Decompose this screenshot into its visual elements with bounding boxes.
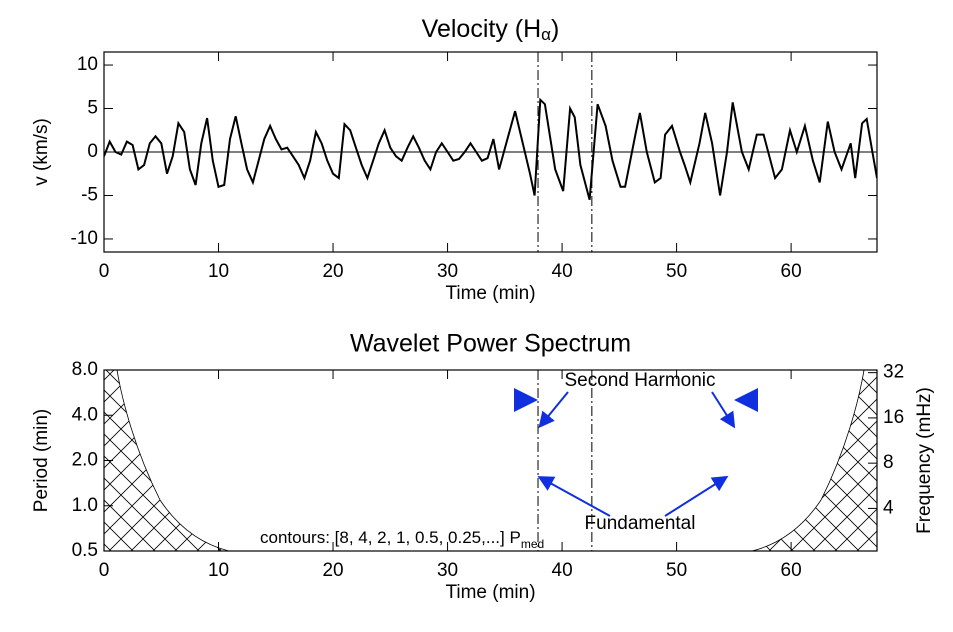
x-tick-label: 50	[666, 261, 687, 282]
annotation: Fundamental	[585, 513, 696, 534]
y-tick-label: 4.0	[72, 404, 98, 425]
y-tick-label: 2.0	[72, 450, 98, 471]
x-tick-label: 0	[99, 560, 110, 581]
x-tick-label: 20	[322, 560, 343, 581]
cone-of-influence	[751, 369, 878, 552]
plot-frame	[103, 369, 878, 552]
x-tick-label: 10	[208, 261, 229, 282]
x-axis-label: Time (min)	[445, 582, 535, 603]
chart-title: Velocity (Hα)	[422, 15, 560, 45]
title-subscript: α	[541, 25, 551, 44]
y2-tick-label: 8	[883, 452, 894, 473]
arrow	[711, 391, 736, 429]
y-tick-label: 0	[87, 141, 98, 162]
note-text: contours: [8, 4, 2, 1, 0.5, 0.25,...] P	[260, 528, 521, 547]
y-tick-label: -10	[71, 228, 98, 249]
velocity-panel: 0 10 20 30 40 50 60 -10 -5 0 5 10 Time (min) v (km/s)…	[31, 15, 878, 304]
cone-of-influence	[103, 369, 230, 552]
y-tick-label: -5	[81, 184, 98, 205]
x-tick-label: 60	[781, 261, 802, 282]
chart-title: Wavelet Power Spectrum	[350, 330, 631, 358]
x-tick-label: 30	[437, 261, 458, 282]
y2-tick-label: 32	[883, 362, 904, 383]
title-text: )	[551, 15, 559, 43]
y2-axis-label: Frequency (mHz)	[914, 387, 935, 534]
x-tick-label: 50	[666, 560, 687, 581]
y-tick-label: 8.0	[72, 359, 98, 380]
x-tick-label: 40	[552, 261, 573, 282]
x-tick-label: 0	[99, 261, 110, 282]
note-subscript: med	[521, 537, 544, 551]
annotation: Second Harmonic	[564, 370, 715, 391]
y2-tick-label: 4	[883, 497, 894, 518]
arrow	[664, 475, 729, 517]
y-tick-label: 10	[77, 54, 98, 75]
y-axis-label: Period (min)	[31, 409, 52, 512]
y-tick-label: 0.5	[72, 540, 98, 561]
y-axis-label: v (km/s)	[31, 118, 52, 186]
y2-tick-label: 16	[883, 407, 904, 428]
arrow	[537, 476, 611, 517]
contour-note: contours: [8, 4, 2, 1, 0.5, 0.25,...] Pm…	[260, 528, 544, 551]
x-axis-label: Time (min)	[445, 283, 535, 304]
x-tick-label: 60	[781, 560, 802, 581]
x-tick-label: 30	[437, 560, 458, 581]
velocity-line	[104, 97, 877, 201]
arrow	[538, 391, 569, 429]
wavelet-panel: 0 10 20 30 40 50 60 0.5 1.0 2.0 4.0 8.0 Time (min) Pe…	[31, 330, 935, 603]
title-text: Velocity (H	[422, 15, 541, 43]
x-tick-label: 40	[552, 560, 573, 581]
x-tick-label: 20	[322, 261, 343, 282]
y-tick-label: 1.0	[72, 495, 98, 516]
y-tick-label: 5	[87, 98, 98, 119]
x-tick-label: 10	[208, 560, 229, 581]
